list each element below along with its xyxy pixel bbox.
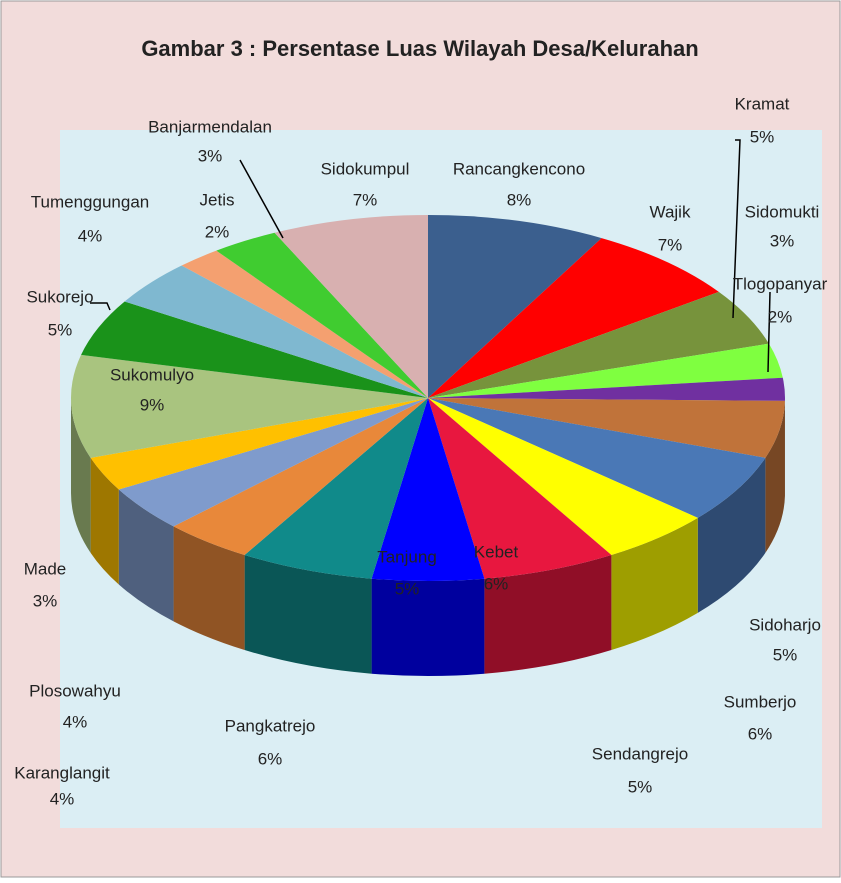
- slice-value-label: 3%: [33, 591, 58, 610]
- slice-value-label: 3%: [770, 231, 795, 250]
- slice-value-label: 6%: [748, 724, 773, 743]
- slice-label: Sidokumpul: [321, 159, 410, 178]
- slice-label: Sukorejo: [26, 287, 93, 306]
- slice-value-label: 3%: [198, 146, 223, 165]
- slice-label: Wajik: [650, 202, 691, 221]
- slice-value-label: 5%: [628, 777, 653, 796]
- slice-value-label: 5%: [48, 320, 73, 339]
- slice-value-label: 4%: [78, 226, 103, 245]
- slice-value-label: 5%: [395, 579, 420, 598]
- slice-value-label: 2%: [205, 222, 230, 241]
- slice-value-label: 6%: [484, 574, 509, 593]
- slice-value-label: 4%: [63, 712, 88, 731]
- slice-label: Tanjung: [377, 547, 437, 566]
- slice-label: Sumberjo: [724, 692, 797, 711]
- slice-label: Rancangkencono: [453, 159, 585, 178]
- slice-label: Karanglangit: [14, 763, 110, 782]
- slice-value-label: 6%: [258, 749, 283, 768]
- slice-value-label: 5%: [773, 645, 798, 664]
- slice-value-label: 4%: [50, 789, 75, 808]
- slice-label: Kebet: [474, 542, 519, 561]
- slice-label: Sidoharjo: [749, 615, 821, 634]
- slice-label: Sukomulyo: [110, 365, 194, 384]
- slice-value-label: 7%: [658, 235, 683, 254]
- slice-value-label: 7%: [353, 190, 378, 209]
- slice-side: [372, 579, 485, 676]
- slice-label: Sidomukti: [745, 202, 820, 221]
- slice-label: Pangkatrejo: [225, 716, 316, 735]
- chart-title: Gambar 3 : Persentase Luas Wilayah Desa/…: [141, 36, 698, 61]
- slice-value-label: 2%: [768, 307, 793, 326]
- slice-label: Banjarmendalan: [148, 117, 272, 136]
- slice-label: Made: [24, 559, 67, 578]
- slice-value-label: 8%: [507, 190, 532, 209]
- slice-label: Kramat: [735, 94, 790, 113]
- slice-label: Tumenggungan: [31, 192, 149, 211]
- slice-label: Tlogopanyar: [733, 274, 828, 293]
- slice-label: Jetis: [200, 190, 235, 209]
- slice-label: Plosowahyu: [29, 681, 121, 700]
- slice-value-label: 5%: [750, 127, 775, 146]
- slice-value-label: 9%: [140, 395, 165, 414]
- slice-label: Sendangrejo: [592, 744, 688, 763]
